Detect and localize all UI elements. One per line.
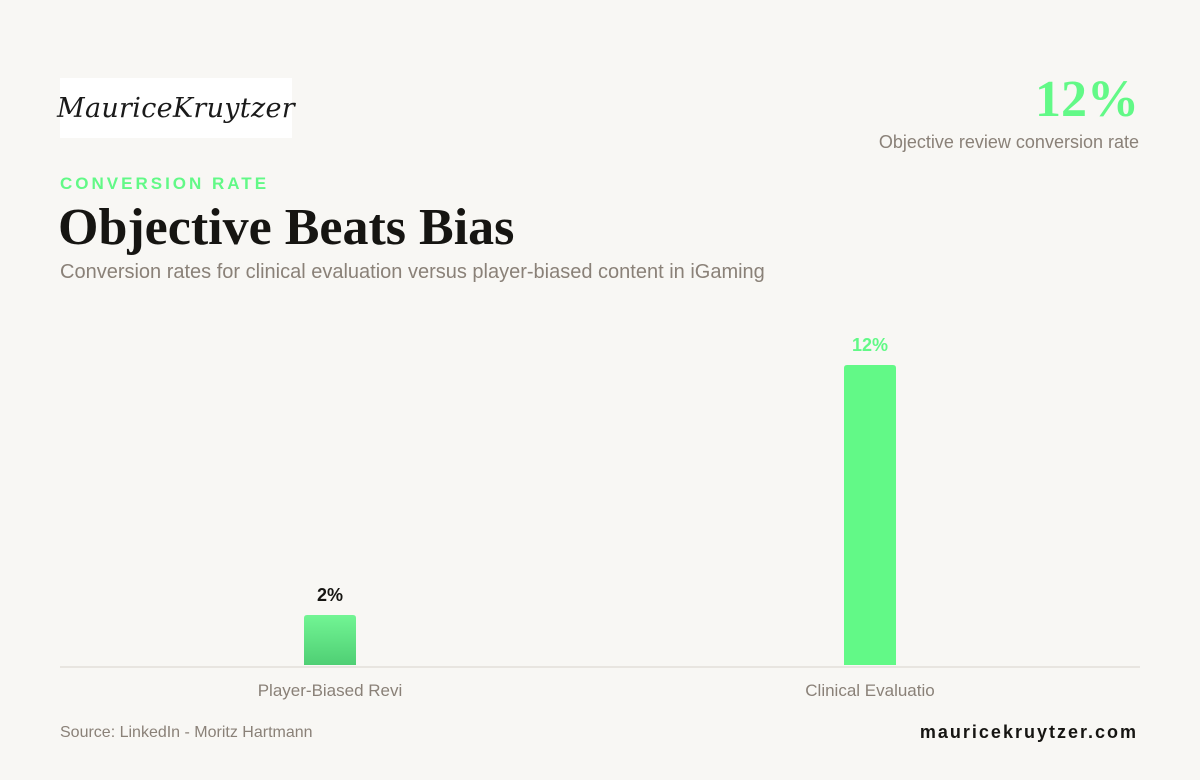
chart-subtitle: Conversion rates for clinical evaluation…	[60, 261, 765, 283]
x-tick-label-1: Clinical Evaluatio	[805, 681, 934, 700]
eyebrow-label: CONVERSION RATE	[60, 174, 270, 193]
value-label-0: 2%	[317, 585, 343, 605]
x-tick-label-0: Player-Biased Revi	[258, 681, 403, 700]
value-label-1: 12%	[852, 335, 888, 355]
bar-1	[844, 365, 896, 665]
chart-title: Objective Beats Bias	[58, 199, 515, 256]
kpi-value: 12%	[1035, 71, 1139, 128]
source-note: Source: LinkedIn - Moritz Hartmann	[60, 724, 313, 741]
website-link: mauricekruytzer.com	[919, 722, 1138, 742]
logo: MauriceKruytzer	[57, 78, 295, 138]
kpi-label: Objective review conversion rate	[878, 132, 1139, 152]
logo-text: MauriceKruytzer	[57, 92, 295, 124]
kpi-callout: 12% Objective review conversion rate	[879, 70, 1139, 153]
bar-0	[304, 615, 356, 665]
